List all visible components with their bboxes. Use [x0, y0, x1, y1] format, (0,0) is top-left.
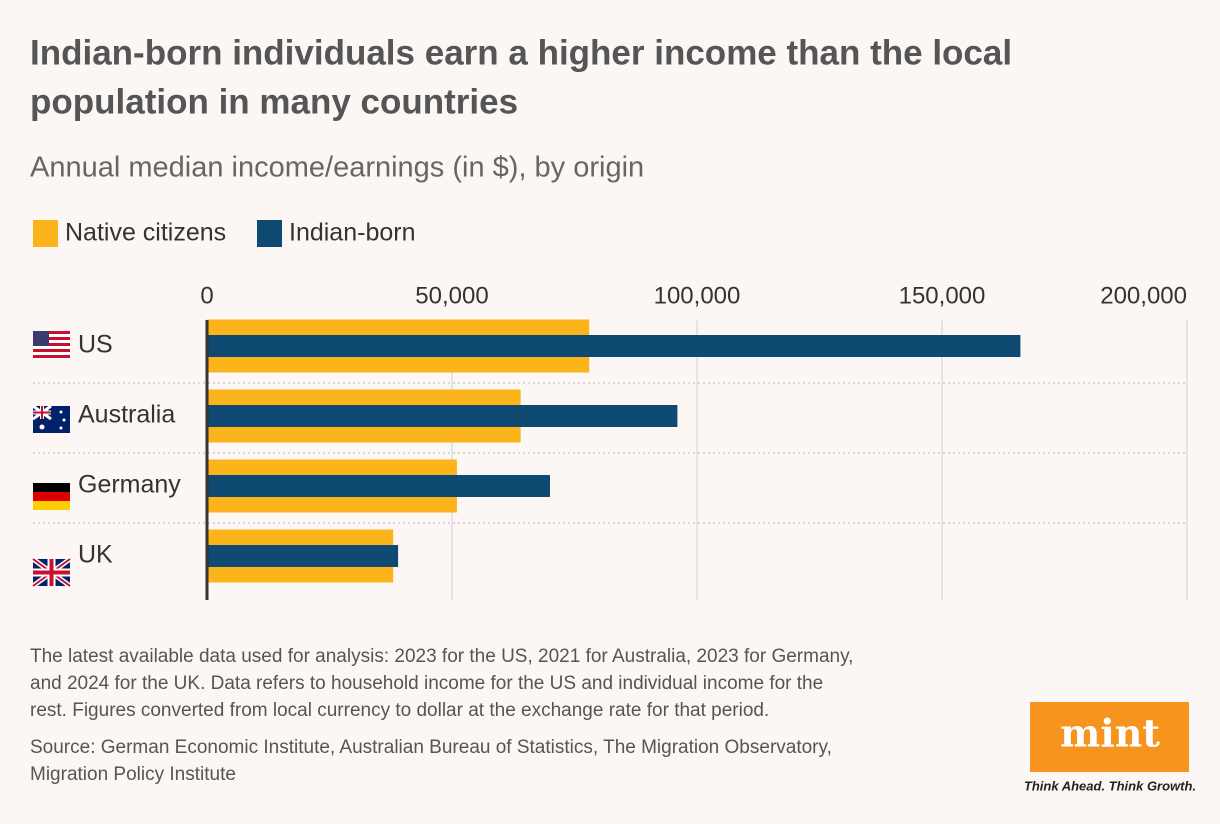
flag-australia — [32, 404, 70, 433]
x-tick-label: 150,000 — [899, 282, 986, 309]
footnote: and 2024 for the UK. Data refers to hous… — [30, 673, 823, 694]
category-label: Germany — [78, 471, 181, 499]
x-tick-label: 200,000 — [1100, 282, 1187, 309]
bar — [207, 545, 399, 567]
x-tick-label: 100,000 — [654, 282, 741, 309]
legend-swatch — [33, 220, 58, 247]
category-label: US — [78, 331, 113, 359]
logo: mint — [1060, 711, 1160, 756]
category-label: UK — [78, 541, 113, 569]
legend-swatch — [257, 220, 282, 247]
tagline: Think Ahead. Think Growth. — [1024, 778, 1196, 793]
logo-box — [1030, 702, 1189, 772]
flag-germany — [33, 483, 70, 510]
legend-label: Native citizens — [65, 219, 226, 247]
flag-us — [33, 331, 70, 358]
x-tick-label: 50,000 — [415, 282, 488, 309]
source: Source: German Economic Institute, Austr… — [30, 737, 832, 758]
bar — [207, 475, 550, 497]
footnote: The latest available data used for analy… — [30, 646, 853, 667]
source: Migration Policy Institute — [30, 764, 236, 785]
legend-label: Indian-born — [289, 219, 415, 247]
flag-uk — [31, 556, 72, 589]
chart-title: Indian-born individuals earn a higher in… — [30, 33, 1012, 72]
chart-title: population in many countries — [30, 82, 518, 121]
bar — [207, 335, 1021, 357]
category-label: Australia — [78, 401, 175, 429]
bar — [207, 405, 678, 427]
x-tick-label: 0 — [200, 282, 213, 309]
chart-subtitle: Annual median income/earnings (in $), by… — [30, 152, 644, 184]
footnote: rest. Figures converted from local curre… — [30, 700, 769, 721]
